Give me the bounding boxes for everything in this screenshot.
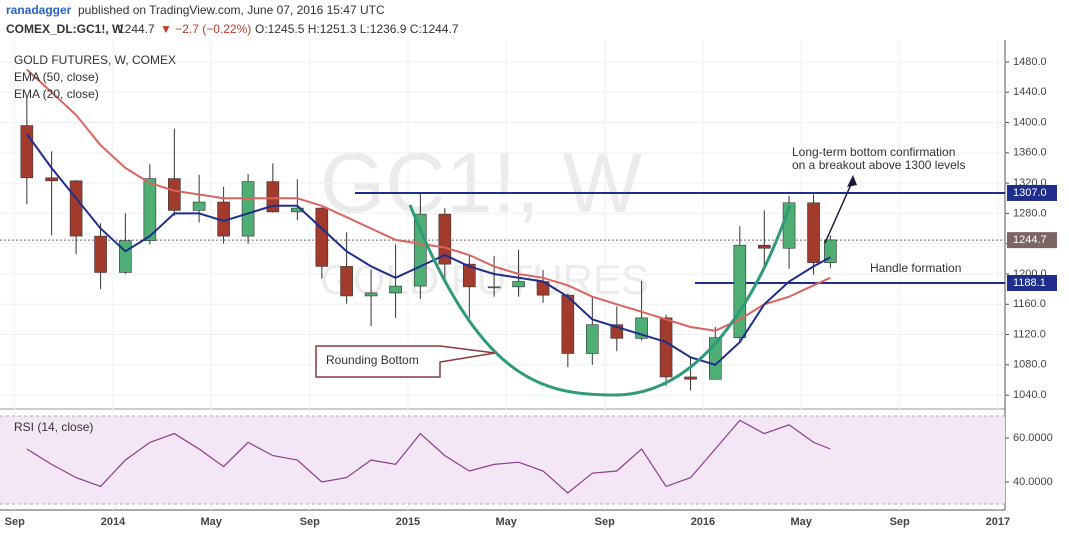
candle-body: [315, 207, 329, 267]
callout: [315, 345, 496, 378]
y-tick-label: 60.0000: [1013, 432, 1053, 444]
candle-body: [659, 317, 673, 378]
x-tick-label: May: [495, 516, 517, 528]
candle-body: [586, 324, 599, 354]
ema-line: [26, 68, 831, 332]
candle-body: [487, 286, 501, 289]
ema-line: [25, 133, 831, 366]
x-tick-label: Sep: [890, 516, 910, 528]
candle-body: [340, 266, 353, 297]
x-tick-label: Sep: [595, 516, 615, 528]
price-label-box: [1007, 232, 1057, 249]
candle-body: [684, 376, 697, 380]
arrow: [824, 179, 854, 244]
annotation: Long-term bottom confirmation: [792, 145, 955, 159]
candle-body: [291, 207, 304, 213]
x-tick-label: Sep: [5, 516, 25, 528]
published: published on TradingView.com, June 07, 2…: [78, 3, 385, 17]
candle-body: [733, 244, 747, 338]
candle-body: [69, 180, 83, 237]
candle-body: [266, 181, 280, 213]
author[interactable]: ranadagger: [6, 3, 72, 17]
legend-entry: EMA (50, close): [14, 70, 99, 84]
candle-body: [463, 263, 476, 288]
legend-entry: EMA (20, close): [14, 87, 99, 101]
y-tick-label: 1440.0: [1013, 86, 1047, 98]
symbol: COMEX_DL:GC1!, W: [6, 22, 124, 36]
annotation: on a breakout above 1300 levels: [792, 158, 965, 172]
rsi-line: [26, 419, 831, 494]
rsi-title: RSI (14, close): [14, 420, 93, 434]
x-tick-label: Sep: [300, 516, 320, 528]
price-label: 1307.0: [1013, 187, 1047, 199]
price-label-box: [1007, 274, 1057, 291]
candle-body: [168, 178, 181, 211]
price-label: 1188.1: [1013, 277, 1046, 289]
change: ▼ −2.7 (−0.22%): [160, 22, 251, 36]
arrow-head: [847, 175, 857, 187]
x-tick-label: 2017: [986, 516, 1010, 528]
ohlc: O:1245.5 H:1251.3 L:1236.9 C:1244.7: [255, 22, 459, 36]
candle-body: [143, 178, 157, 241]
rsi-band: [0, 415, 1005, 505]
y-tick-label: 1360.0: [1013, 147, 1047, 159]
price-label-box: [1007, 184, 1057, 201]
candle-body: [389, 285, 402, 294]
candle-body: [438, 213, 452, 265]
x-tick-label: 2014: [101, 516, 126, 528]
annotation: Rounding Bottom: [326, 353, 419, 367]
y-tick-label: 1160.0: [1013, 298, 1046, 310]
y-tick-label: 40.0000: [1013, 476, 1053, 488]
y-tick-label: 1400.0: [1013, 116, 1047, 128]
candle-body: [414, 213, 427, 287]
x-tick-label: 2015: [396, 516, 420, 528]
y-tick-label: 1480.0: [1013, 56, 1047, 68]
candle-body: [807, 202, 820, 263]
candle-body: [20, 125, 34, 179]
candle-body: [241, 181, 255, 237]
candle-body: [192, 201, 206, 211]
candle-body: [824, 239, 837, 263]
x-tick-label: May: [790, 516, 812, 528]
y-tick-label: 1120.0: [1013, 328, 1046, 340]
candle-body: [119, 240, 132, 273]
y-tick-label: 1040.0: [1013, 389, 1047, 401]
last-price: 1244.7: [118, 22, 155, 36]
legend-title: GOLD FUTURES, W, COMEX: [14, 53, 176, 67]
price-label: 1244.7: [1013, 234, 1047, 246]
candle-body: [757, 244, 771, 249]
candle-body: [364, 292, 378, 297]
candle-body: [94, 235, 107, 273]
y-tick-label: 1280.0: [1013, 207, 1047, 219]
x-tick-label: 2016: [691, 516, 715, 528]
x-tick-label: May: [201, 516, 223, 528]
annotation: Handle formation: [870, 261, 961, 275]
rounding-curve: [408, 204, 792, 397]
y-tick-label: 1080.0: [1013, 359, 1047, 371]
candle-body: [45, 177, 58, 182]
candle-body: [512, 281, 525, 288]
candle-body: [561, 294, 575, 354]
